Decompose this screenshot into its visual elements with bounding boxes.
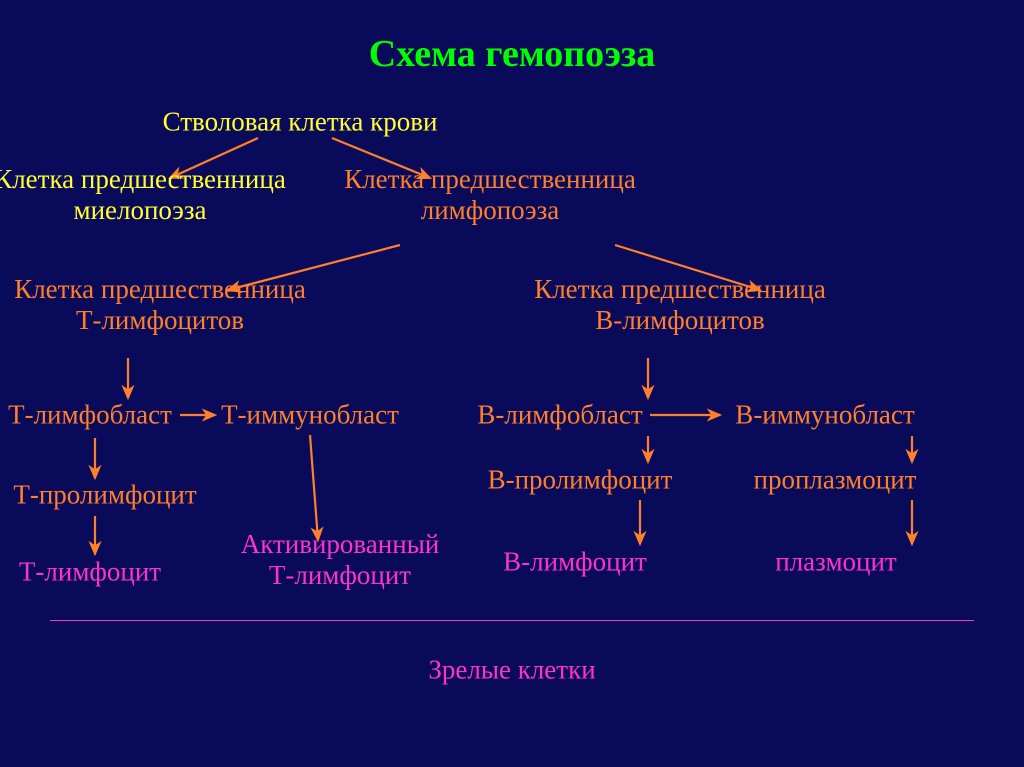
separator-line bbox=[50, 620, 974, 621]
node-stem: Стволовая клетка крови bbox=[163, 106, 438, 137]
node-actT: Активированный Т-лимфоцит bbox=[241, 529, 440, 591]
node-plasmo: плазмоцит bbox=[775, 546, 896, 577]
diagram-stage: Схема гемопоэза Стволовая клетка крови Кл… bbox=[0, 0, 1024, 767]
node-tlymph: Т-лимфоцит bbox=[19, 556, 161, 587]
node-mature: Зрелые клетки bbox=[428, 654, 595, 685]
node-timm: Т-иммунобласт bbox=[221, 399, 399, 430]
node-proplas: проплазмоцит bbox=[754, 464, 917, 495]
node-bimm: В-иммунобласт bbox=[735, 399, 914, 430]
arrow-timm-to-actT bbox=[310, 435, 318, 540]
node-blblast: В-лимфобласт bbox=[477, 399, 642, 430]
node-tlblast: Т-лимфобласт bbox=[8, 399, 172, 430]
node-bprol: В-пролимфоцит bbox=[488, 464, 673, 495]
diagram-title: Схема гемопоэза bbox=[369, 33, 656, 77]
arrow-layer bbox=[0, 0, 1024, 767]
node-preT: Клетка предшественница Т-лимфоцитов bbox=[14, 274, 306, 336]
node-blymph: В-лимфоцит bbox=[503, 546, 647, 577]
node-myelo: Клетка предшественница миелопоэза bbox=[0, 164, 286, 226]
node-lympho: Клетка предшественница лимфопоэза bbox=[344, 164, 636, 226]
node-tprol: Т-пролимфоцит bbox=[13, 479, 196, 510]
node-preB: Клетка предшественница В-лимфоцитов bbox=[534, 274, 826, 336]
